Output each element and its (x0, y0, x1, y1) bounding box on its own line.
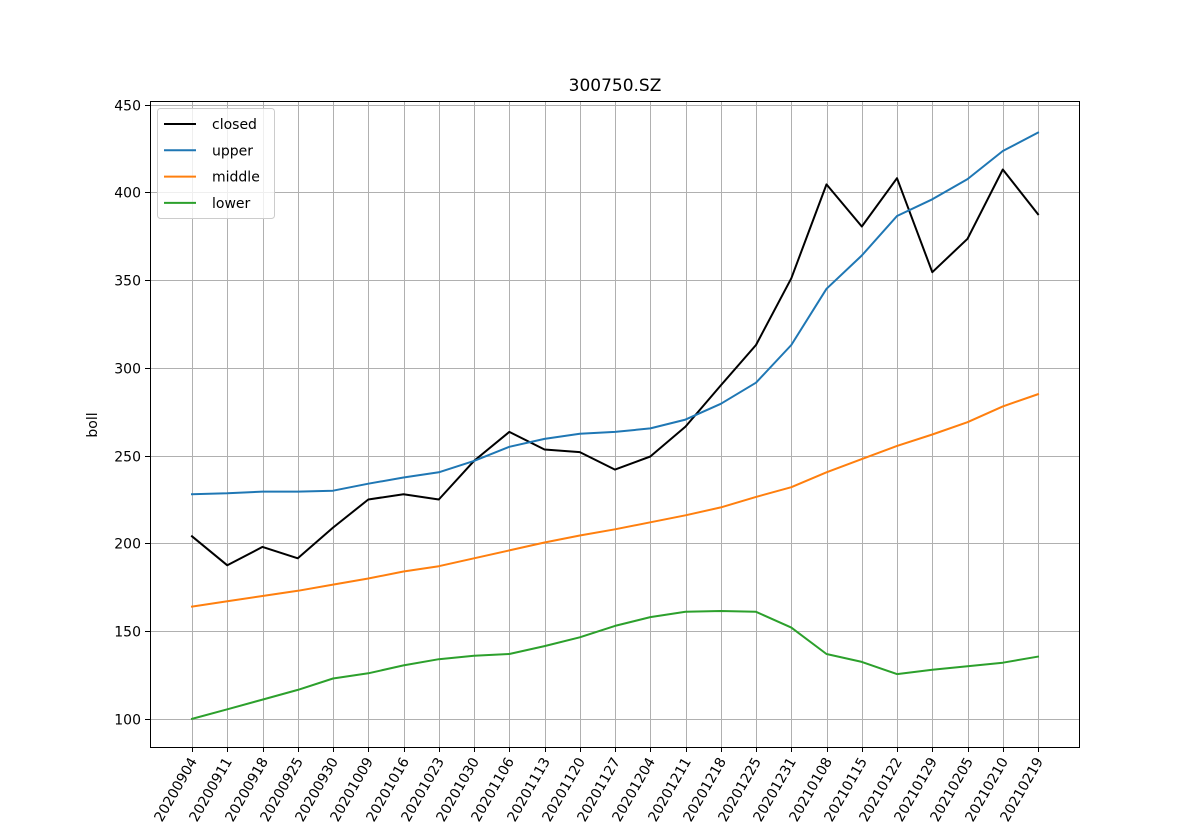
series-line-middle (190, 392, 1040, 608)
y-axis-label: boll (85, 412, 101, 437)
legend-box (157, 108, 275, 219)
y-tick-label: 100 (114, 713, 141, 729)
legend: closed upper middle lower (157, 108, 275, 219)
series-line-upper (190, 131, 1040, 496)
series-line-lower (190, 610, 1040, 721)
y-tick-label: 350 (114, 274, 141, 290)
y-tick-label: 450 (114, 99, 141, 115)
legend-label-lower: lower (212, 196, 251, 212)
y-axis: 100 150 200 250 300 350 400 450 (114, 99, 150, 729)
legend-label-middle: middle (212, 170, 260, 186)
chart-title: 300750.SZ (569, 76, 662, 96)
y-tick-label: 250 (114, 450, 141, 466)
y-tick-label: 400 (114, 186, 141, 202)
y-tick-label: 200 (114, 537, 141, 553)
series-line-closed (190, 168, 1040, 567)
x-axis: 2020090420200911202009182020092520200930… (151, 747, 1047, 825)
legend-label-upper: upper (212, 143, 253, 159)
y-tick-label: 300 (114, 362, 141, 378)
legend-label-closed: closed (212, 117, 257, 133)
y-tick-label: 150 (114, 625, 141, 641)
series-layer (190, 131, 1040, 721)
grid-layer (150, 101, 1080, 747)
